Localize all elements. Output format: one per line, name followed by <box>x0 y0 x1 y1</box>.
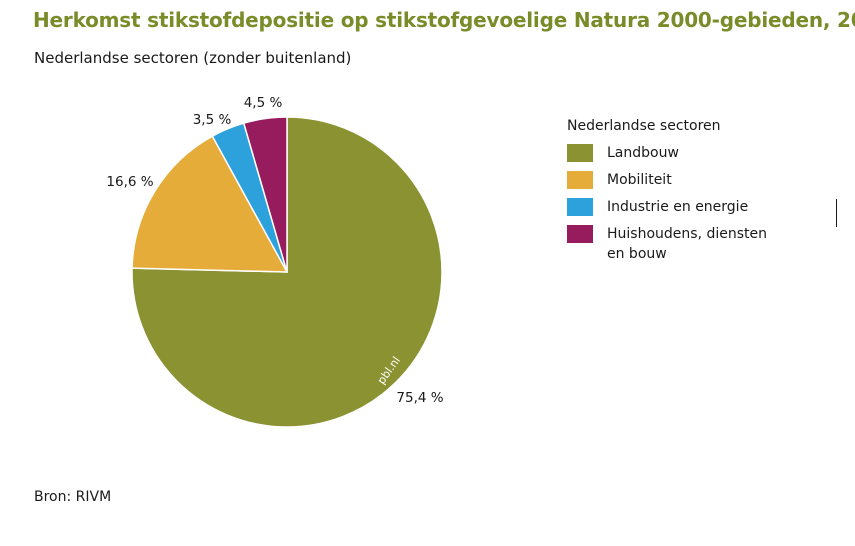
legend-swatch <box>567 198 593 216</box>
source-note: Bron: RIVM <box>34 489 112 505</box>
legend-swatch <box>567 144 593 162</box>
slice-value-label: 16,6 % <box>106 174 153 190</box>
slice-value-label: 3,5 % <box>193 112 232 128</box>
legend-title: Nederlandse sectoren <box>567 118 721 134</box>
legend-swatch <box>567 225 593 243</box>
chart-title: Herkomst stikstofdepositie op stikstofge… <box>33 8 855 32</box>
chart-subtitle: Nederlandse sectoren (zonder buitenland) <box>34 49 352 67</box>
pie-slice-huishoudens-diensten-en-bouw <box>242 116 288 273</box>
slice-value-label: 75,4 % <box>396 390 443 406</box>
pie-slice-landbouw <box>131 116 443 428</box>
legend-item: Industrie en energie <box>567 198 797 217</box>
legend-label: Huishoudens, diensten en bouw <box>607 226 767 262</box>
legend: Nederlandse sectoren Landbouw Mobiliteit I… <box>567 118 797 272</box>
legend-item: Landbouw <box>567 144 797 163</box>
slice-value-label: 4,5 % <box>244 95 283 111</box>
legend-label: Landbouw <box>607 145 679 161</box>
legend-label: Industrie en energie <box>607 199 749 215</box>
pie-slice-mobiliteit <box>131 135 289 273</box>
text-cursor <box>836 199 837 227</box>
legend-swatch <box>567 171 593 189</box>
legend-item: Mobiliteit <box>567 171 797 190</box>
legend-label: Mobiliteit <box>607 172 672 188</box>
legend-item: Huishoudens, diensten en bouw <box>567 225 797 264</box>
